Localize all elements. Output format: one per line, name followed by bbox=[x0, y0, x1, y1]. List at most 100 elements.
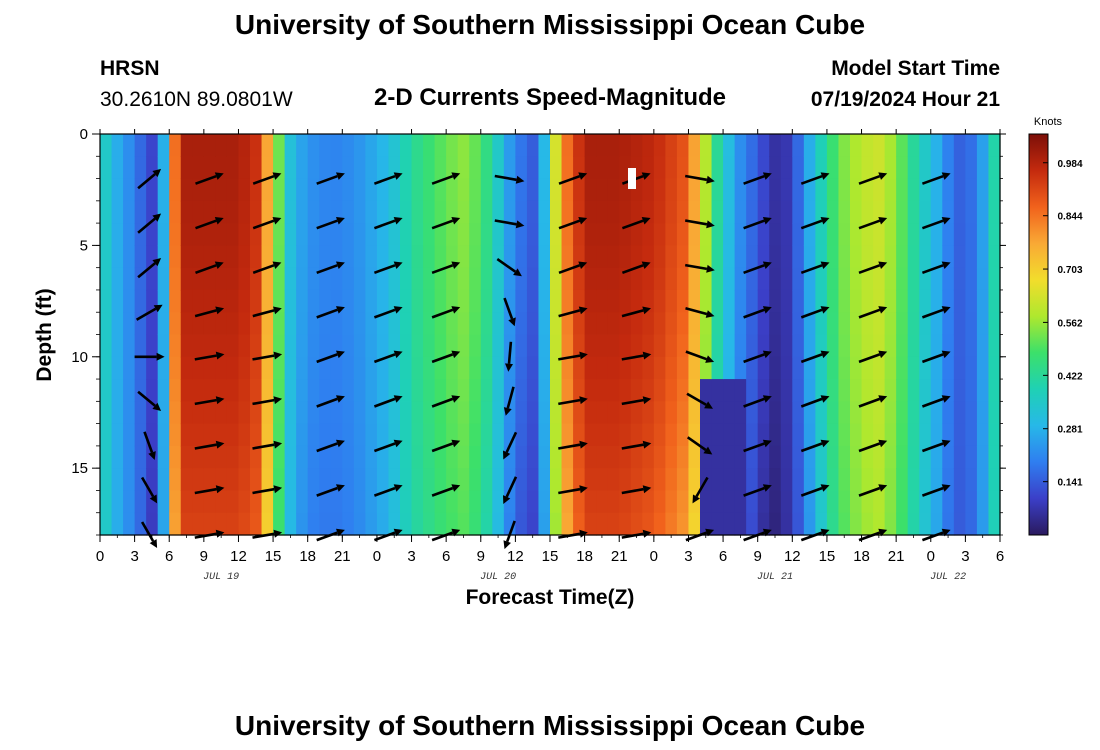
heatmap-cell bbox=[434, 178, 447, 202]
heatmap-cell bbox=[111, 245, 124, 269]
heatmap-cell bbox=[584, 468, 597, 492]
heatmap-cell bbox=[515, 379, 528, 402]
heatmap-cell bbox=[515, 200, 528, 224]
heatmap-cell bbox=[988, 356, 1001, 380]
heatmap-cell bbox=[238, 512, 251, 536]
heatmap-cell bbox=[953, 468, 966, 492]
heatmap-cell bbox=[861, 512, 874, 536]
heatmap-cell bbox=[942, 223, 955, 246]
arrow-head bbox=[820, 306, 830, 314]
x-tick-label: 21 bbox=[334, 548, 351, 565]
heatmap-cell bbox=[826, 423, 840, 447]
heatmap-cell bbox=[573, 468, 586, 492]
heatmap-cell bbox=[469, 156, 482, 180]
heatmap-cell bbox=[665, 223, 678, 246]
heatmap-cell bbox=[838, 289, 851, 313]
arrow-shaft bbox=[800, 264, 823, 275]
heatmap-cell bbox=[988, 156, 1001, 180]
heatmap-cell bbox=[861, 200, 874, 224]
heatmap-cell bbox=[573, 178, 586, 202]
heatmap-cell bbox=[515, 289, 528, 313]
heatmap-cell bbox=[226, 401, 240, 425]
heatmap-cell bbox=[769, 445, 782, 469]
heatmap-cell bbox=[688, 267, 701, 291]
heatmap-cell bbox=[573, 512, 586, 536]
heatmap-cell bbox=[261, 490, 274, 514]
heatmap-cell bbox=[769, 223, 782, 246]
heatmap-cell bbox=[676, 356, 690, 380]
heatmap-cell bbox=[503, 512, 516, 536]
heatmap-cell bbox=[976, 445, 990, 469]
arrow-head bbox=[393, 172, 403, 180]
heatmap-cell bbox=[630, 312, 643, 336]
heatmap-cell bbox=[319, 423, 332, 447]
heatmap-cell bbox=[169, 200, 182, 224]
heatmap-cell bbox=[226, 379, 240, 402]
heatmap-cell bbox=[538, 267, 551, 291]
heatmap-cell bbox=[434, 200, 447, 224]
heatmap-cell bbox=[630, 289, 643, 313]
arrow-head bbox=[156, 352, 165, 361]
heatmap-cell bbox=[296, 379, 309, 402]
heatmap-cell bbox=[930, 334, 943, 358]
heatmap-cell bbox=[965, 312, 978, 336]
heatmap-cell bbox=[919, 445, 932, 469]
heatmap-cell bbox=[803, 490, 816, 514]
arrow-shaft bbox=[194, 309, 217, 318]
arrow-shaft bbox=[800, 353, 823, 364]
current-arrow bbox=[137, 258, 162, 279]
heatmap-cell bbox=[711, 312, 724, 336]
current-arrow bbox=[921, 395, 951, 408]
heatmap-cell bbox=[319, 512, 332, 536]
heatmap-cell bbox=[192, 401, 205, 425]
arrow-shaft bbox=[921, 353, 944, 364]
heatmap-cell bbox=[584, 334, 597, 358]
figure-title: University of Southern Mississippi Ocean… bbox=[235, 9, 865, 40]
heatmap-cell bbox=[353, 200, 366, 224]
heatmap-cell bbox=[780, 223, 793, 246]
heatmap-cell bbox=[353, 312, 366, 336]
heatmap-cell bbox=[411, 423, 424, 447]
heatmap-cell bbox=[907, 267, 920, 291]
heatmap-cell bbox=[573, 445, 586, 469]
heatmap-cell bbox=[711, 356, 724, 380]
heatmap-cell bbox=[434, 156, 447, 180]
arrow-head bbox=[152, 402, 162, 411]
heatmap-cell bbox=[157, 490, 170, 514]
heatmap-cell bbox=[653, 401, 666, 425]
arrow-head bbox=[878, 350, 888, 359]
heatmap-cell bbox=[446, 401, 459, 425]
heatmap-cell bbox=[203, 156, 216, 180]
arrow-head bbox=[503, 450, 511, 460]
heatmap-cell bbox=[157, 223, 170, 246]
heatmap-cell bbox=[503, 379, 516, 402]
heatmap-cell bbox=[723, 312, 736, 336]
heatmap-cell bbox=[919, 468, 932, 492]
heatmap-cell bbox=[953, 267, 966, 291]
arrow-shaft bbox=[373, 531, 396, 542]
heatmap-cell bbox=[353, 423, 366, 447]
heatmap-cell bbox=[815, 490, 828, 514]
arrow-shaft bbox=[316, 219, 338, 230]
heatmap-cell bbox=[123, 245, 136, 269]
arrow-shaft bbox=[921, 264, 944, 275]
heatmap-cell bbox=[111, 134, 124, 157]
heatmap-cell bbox=[111, 490, 124, 514]
heatmap-cell bbox=[123, 267, 136, 291]
heatmap-cell bbox=[953, 334, 966, 358]
heatmap-cell bbox=[434, 423, 447, 447]
heatmap-cell bbox=[538, 200, 551, 224]
heatmap-cell bbox=[723, 289, 736, 313]
heatmap-cell bbox=[203, 200, 216, 224]
heatmap-cell bbox=[538, 356, 551, 380]
heatmap-cell bbox=[792, 512, 805, 536]
heatmap-cell bbox=[492, 512, 505, 536]
heatmap-cell bbox=[250, 200, 263, 224]
heatmap-cell bbox=[503, 245, 516, 269]
heatmap-cell bbox=[676, 401, 690, 425]
heatmap-cell bbox=[250, 401, 263, 425]
heatmap-cell bbox=[526, 512, 540, 536]
current-arrow bbox=[503, 386, 515, 416]
arrow-shaft bbox=[921, 174, 944, 185]
heatmap-cell bbox=[526, 156, 540, 180]
